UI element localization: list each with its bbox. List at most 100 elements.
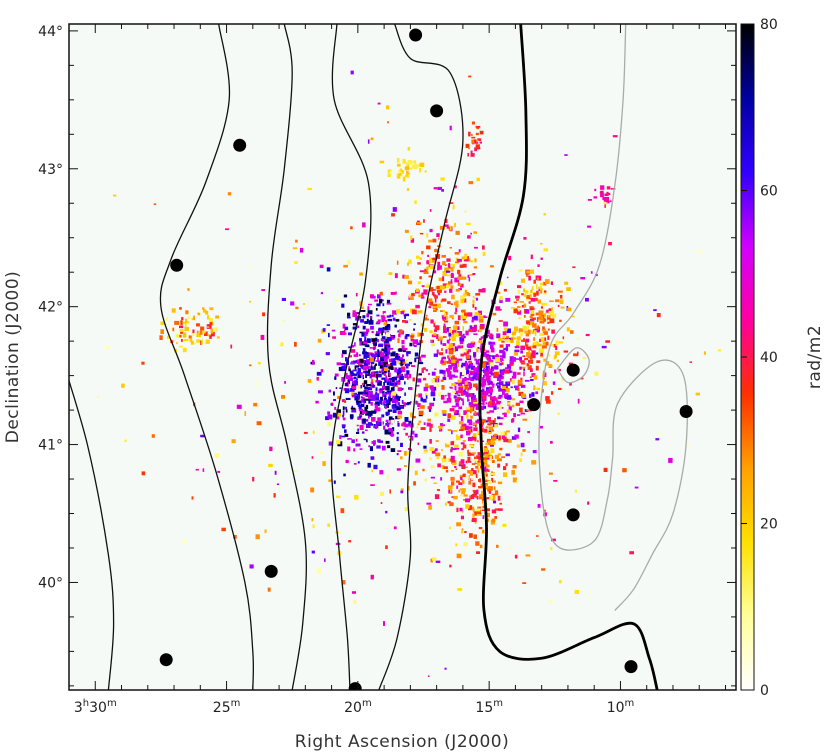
rm-pixel bbox=[213, 327, 218, 332]
rm-pixel bbox=[346, 316, 351, 319]
rm-pixel bbox=[348, 366, 351, 369]
rm-pixel bbox=[629, 551, 634, 555]
rm-pixel bbox=[440, 177, 445, 181]
rm-pixel bbox=[421, 251, 424, 255]
rm-pixel bbox=[503, 350, 505, 353]
rm-pixel bbox=[356, 393, 361, 399]
rm-pixel bbox=[483, 428, 488, 433]
rm-pixel bbox=[521, 393, 526, 399]
rm-pixel bbox=[529, 414, 532, 420]
rm-pixel bbox=[373, 342, 377, 346]
rm-pixel bbox=[501, 340, 505, 343]
rm-pixel bbox=[447, 429, 452, 431]
rm-pixel bbox=[503, 412, 507, 417]
rm-pixel bbox=[496, 376, 502, 382]
rm-pixel bbox=[423, 386, 428, 392]
rm-pixel bbox=[496, 458, 502, 462]
rm-pixel bbox=[493, 397, 497, 401]
rm-pixel bbox=[482, 397, 487, 401]
rm-pixel bbox=[399, 456, 403, 460]
rm-pixel bbox=[182, 322, 187, 324]
rm-pixel bbox=[374, 365, 376, 370]
rm-pixel bbox=[326, 324, 330, 326]
rm-pixel bbox=[697, 250, 702, 253]
rm-pixel bbox=[396, 260, 399, 265]
rm-pixel bbox=[451, 336, 456, 342]
rm-pixel bbox=[406, 170, 409, 175]
rm-pixel bbox=[442, 271, 448, 276]
rm-pixel bbox=[408, 259, 412, 264]
rm-pixel bbox=[124, 439, 127, 442]
rm-pixel bbox=[341, 365, 346, 370]
rm-pixel bbox=[380, 338, 386, 341]
rm-pixel bbox=[426, 266, 429, 271]
rm-pixel bbox=[409, 449, 413, 452]
rm-pixel bbox=[489, 410, 495, 413]
rm-pixel bbox=[519, 407, 523, 413]
rm-pixel bbox=[533, 386, 536, 389]
rm-pixel bbox=[365, 370, 368, 373]
rm-pixel bbox=[518, 269, 523, 272]
rm-pixel bbox=[417, 442, 420, 446]
rm-pixel bbox=[404, 381, 406, 385]
rm-pixel bbox=[517, 387, 520, 391]
rm-pixel bbox=[459, 488, 464, 490]
rm-pixel bbox=[452, 366, 457, 372]
rm-pixel bbox=[433, 386, 437, 391]
rm-pixel bbox=[505, 297, 511, 302]
rm-pixel bbox=[477, 347, 480, 349]
rm-pixel bbox=[368, 392, 372, 395]
rm-pixel bbox=[249, 564, 254, 569]
rm-pixel bbox=[415, 394, 419, 397]
rm-pixel bbox=[422, 367, 426, 370]
rm-pixel bbox=[404, 166, 410, 171]
rm-pixel bbox=[392, 207, 397, 212]
rm-pixel bbox=[389, 382, 395, 386]
rm-pixel bbox=[371, 371, 375, 376]
rm-pixel bbox=[366, 372, 369, 375]
rm-pixel bbox=[483, 315, 486, 318]
rm-pixel bbox=[464, 360, 467, 364]
rm-pixel bbox=[476, 139, 478, 143]
rm-pixel bbox=[327, 421, 331, 427]
rm-pixel bbox=[504, 369, 510, 374]
rm-pixel bbox=[506, 335, 509, 339]
rm-pixel bbox=[473, 231, 477, 234]
rm-pixel bbox=[273, 493, 276, 498]
rm-pixel bbox=[432, 238, 437, 243]
source-marker bbox=[566, 363, 580, 377]
rm-pixel bbox=[604, 204, 606, 208]
rm-pixel bbox=[361, 410, 367, 414]
rm-pixel bbox=[260, 334, 265, 340]
rm-pixel bbox=[512, 337, 517, 340]
rm-pixel bbox=[442, 412, 447, 416]
rm-pixel bbox=[468, 147, 470, 150]
rm-pixel bbox=[471, 341, 475, 343]
rm-pixel bbox=[448, 458, 453, 462]
rm-pixel bbox=[476, 551, 480, 554]
rm-pixel bbox=[392, 409, 397, 413]
rm-pixel bbox=[437, 268, 440, 271]
rm-pixel bbox=[371, 330, 374, 334]
rm-pixel bbox=[443, 336, 447, 338]
rm-pixel bbox=[182, 539, 187, 544]
rm-pixel bbox=[532, 344, 537, 349]
rm-pixel bbox=[176, 342, 178, 345]
rm-pixel bbox=[362, 375, 364, 378]
rm-pixel bbox=[488, 490, 492, 494]
rm-pixel bbox=[445, 368, 451, 372]
rm-pixel bbox=[388, 394, 391, 397]
rm-pixel bbox=[480, 483, 483, 489]
rm-pixel bbox=[394, 367, 398, 373]
rm-pixel bbox=[256, 382, 259, 386]
rm-pixel bbox=[362, 365, 367, 371]
rm-pixel bbox=[443, 400, 448, 404]
rm-pixel bbox=[409, 296, 414, 300]
rm-pixel bbox=[370, 317, 373, 319]
rm-pixel bbox=[479, 141, 482, 144]
rm-pixel bbox=[491, 365, 494, 371]
rm-pixel bbox=[351, 392, 354, 395]
rm-pixel bbox=[506, 364, 512, 369]
rm-pixel bbox=[489, 444, 494, 447]
rm-pixel bbox=[587, 225, 592, 228]
